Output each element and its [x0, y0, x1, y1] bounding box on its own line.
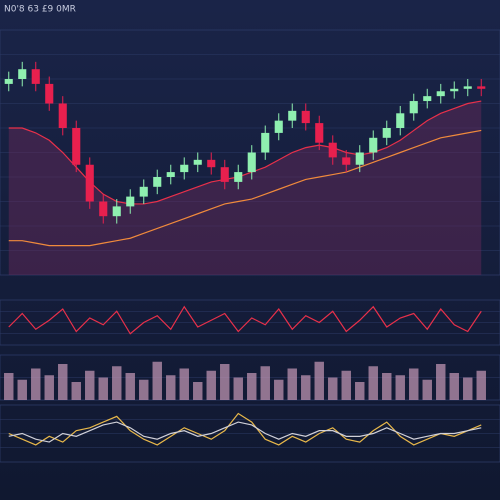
- line: [8, 305, 482, 335]
- bar: [125, 373, 135, 400]
- bar: [314, 361, 324, 400]
- ma-area: [8, 101, 482, 275]
- bar: [58, 364, 68, 400]
- bar: [139, 379, 149, 400]
- candle-body: [180, 164, 189, 173]
- bar: [193, 382, 203, 400]
- bar: [463, 377, 473, 400]
- candle-body: [72, 128, 81, 165]
- bar: [382, 373, 392, 400]
- candle-body: [342, 157, 351, 165]
- candle-body: [382, 128, 391, 138]
- candle-body: [315, 123, 324, 143]
- line: [8, 421, 482, 443]
- bar: [112, 366, 122, 400]
- bar: [71, 382, 81, 400]
- candle-body: [126, 196, 135, 207]
- candle-body: [355, 152, 364, 165]
- bar: [31, 368, 41, 400]
- bar: [476, 370, 486, 400]
- candle-body: [99, 201, 108, 217]
- candle-body: [220, 167, 229, 182]
- bar: [152, 361, 162, 400]
- bar: [449, 373, 459, 400]
- bar: [436, 364, 446, 400]
- candle-body: [288, 110, 297, 121]
- bar: [287, 368, 297, 400]
- bar: [274, 379, 284, 400]
- chart-title: N0'8 63 £9 0MR: [4, 5, 76, 15]
- bar: [355, 382, 365, 400]
- bar: [422, 379, 432, 400]
- candle-body: [58, 103, 67, 128]
- candle-body: [153, 177, 162, 187]
- candle-body: [247, 152, 256, 173]
- candle-body: [166, 172, 175, 177]
- bar: [98, 377, 108, 400]
- bar: [260, 366, 270, 400]
- bar: [206, 370, 216, 400]
- candle-body: [234, 172, 243, 182]
- candle-body: [139, 186, 148, 197]
- candle-body: [436, 91, 445, 97]
- bar: [44, 375, 54, 400]
- bar: [220, 364, 230, 400]
- candle-body: [301, 110, 310, 124]
- bar: [247, 373, 257, 400]
- candle-body: [274, 120, 283, 133]
- candle-body: [4, 79, 13, 84]
- bar: [328, 377, 338, 400]
- candle-body: [477, 86, 486, 89]
- candle-body: [369, 137, 378, 153]
- bar: [4, 373, 14, 400]
- line: [8, 412, 482, 446]
- bar: [395, 375, 405, 400]
- candle-body: [207, 159, 216, 168]
- bar: [179, 368, 189, 400]
- candle-body: [18, 69, 27, 79]
- candle-body: [328, 142, 337, 158]
- candle-body: [85, 164, 94, 202]
- bar: [341, 370, 351, 400]
- bar: [166, 375, 176, 400]
- bar: [233, 377, 243, 400]
- bar: [17, 379, 27, 400]
- panel: [0, 29, 500, 276]
- candle-body: [31, 69, 40, 84]
- bar: [368, 366, 378, 400]
- panel: [0, 404, 500, 463]
- candle-body: [409, 101, 418, 114]
- candle-body: [423, 96, 432, 102]
- candle-body: [45, 83, 54, 104]
- bar: [301, 375, 311, 400]
- bar: [85, 370, 95, 400]
- candle-body: [396, 113, 405, 128]
- candle-body: [450, 88, 459, 92]
- line: [8, 129, 482, 247]
- candle-body: [463, 86, 472, 89]
- bar: [409, 368, 419, 400]
- panel: [0, 299, 500, 346]
- candle-body: [193, 159, 202, 165]
- candle-body: [112, 206, 121, 217]
- candle-body: [261, 132, 270, 153]
